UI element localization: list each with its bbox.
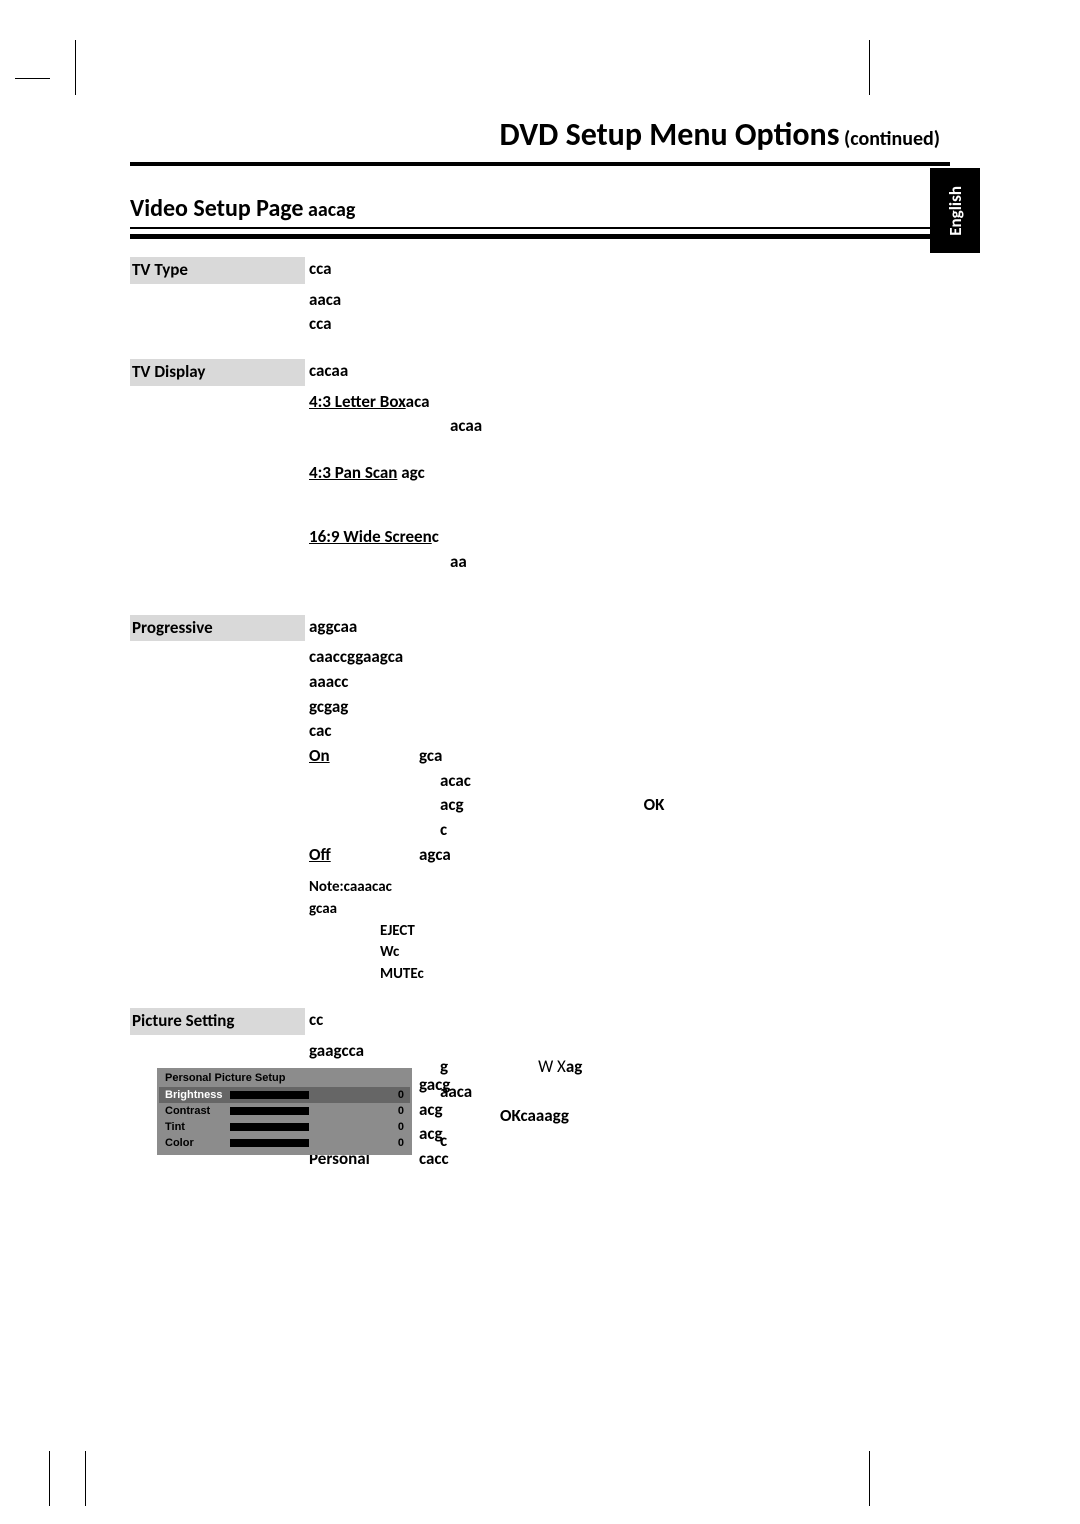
eject-sym: Wc bbox=[130, 942, 950, 964]
text: ag bbox=[566, 1056, 582, 1077]
setting-row-progressive: Progressive aggcaa bbox=[130, 615, 950, 642]
setting-value: gcgag bbox=[130, 695, 950, 720]
option-tail: agc bbox=[397, 462, 424, 483]
eject-label: EJECT bbox=[380, 922, 415, 940]
setting-value: aggcaa bbox=[305, 615, 950, 640]
ok-text: OK bbox=[500, 1105, 520, 1126]
setting-value: aaca bbox=[130, 288, 950, 313]
slider-row-contrast[interactable]: Contrast 0 bbox=[159, 1103, 410, 1119]
rule bbox=[130, 162, 950, 166]
option-pan-scan: 4:3 Pan Scan bbox=[309, 462, 397, 483]
setting-row-picture: Picture Setting cc bbox=[130, 1008, 950, 1035]
slider-row-color[interactable]: Color 0 bbox=[159, 1135, 410, 1151]
slider-track bbox=[230, 1107, 388, 1115]
setting-label: TV Display bbox=[130, 359, 305, 386]
personal-picture-setup-box: Personal Picture Setup Brightness 0 Cont… bbox=[157, 1068, 412, 1155]
crop-mark bbox=[75, 40, 76, 95]
option-tail: aca bbox=[406, 391, 430, 412]
content-body: TV Type cca aaca cca TV Display cacaa 4:… bbox=[130, 257, 950, 1172]
slider-row-brightness[interactable]: Brightness 0 bbox=[159, 1087, 410, 1103]
setting-row-tv-display: TV Display cacaa bbox=[130, 359, 950, 386]
text: caaagg bbox=[520, 1105, 568, 1126]
eject-row: EJECT bbox=[130, 921, 950, 943]
note-text: gcaa bbox=[130, 899, 950, 921]
option-tail: gca bbox=[419, 745, 442, 766]
option-row: Offagca bbox=[130, 843, 950, 868]
option-tail: c bbox=[432, 526, 439, 547]
option-letter-box: 4:3 Letter Box bbox=[309, 391, 406, 412]
arrow-text: W X bbox=[538, 1056, 566, 1077]
box-title: Personal Picture Setup bbox=[159, 1070, 410, 1087]
mute-label: MUTE bbox=[380, 965, 417, 983]
slider-label: Color bbox=[165, 1137, 230, 1149]
setting-row-tv-type: TV Type cca bbox=[130, 257, 950, 284]
note-label: Note: bbox=[309, 878, 344, 896]
note-text: caaacac bbox=[344, 878, 392, 896]
page-content: DVD Setup Menu Options (continued) Video… bbox=[130, 115, 950, 1172]
option-tail: c bbox=[130, 818, 950, 843]
option-row: Ongca bbox=[130, 744, 950, 769]
section-title: Video Setup Page aacag bbox=[130, 194, 355, 223]
slider-value: 0 bbox=[388, 1105, 404, 1117]
section-heading: Video Setup Page aacag bbox=[130, 194, 950, 239]
ok-text: OK bbox=[644, 794, 665, 815]
setting-value: cc bbox=[305, 1008, 950, 1033]
option-tail: acac bbox=[130, 769, 950, 794]
text: c bbox=[440, 1129, 582, 1154]
title-text: DVD Setup Menu Options bbox=[500, 115, 840, 154]
text: g bbox=[440, 1056, 448, 1077]
page-title: DVD Setup Menu Options (continued) bbox=[130, 115, 950, 154]
slider-track bbox=[230, 1091, 388, 1099]
slider-label: Contrast bbox=[165, 1105, 230, 1117]
slider-fill bbox=[230, 1139, 309, 1147]
option-tail: aa bbox=[130, 550, 950, 575]
setting-value: cac bbox=[130, 719, 950, 744]
setting-label: Picture Setting bbox=[130, 1008, 305, 1035]
option-tail: acaa bbox=[130, 414, 950, 439]
setting-value: cacaa bbox=[305, 359, 950, 384]
slider-label: Tint bbox=[165, 1121, 230, 1133]
slider-value: 0 bbox=[388, 1089, 404, 1101]
crop-mark bbox=[869, 1451, 870, 1506]
section-suffix: aacag bbox=[304, 198, 356, 222]
slider-label: Brightness bbox=[165, 1089, 230, 1101]
crop-mark bbox=[49, 1451, 50, 1506]
slider-row-tint[interactable]: Tint 0 bbox=[159, 1119, 410, 1135]
mute-row: MUTEc bbox=[130, 964, 950, 986]
setting-value: aaacc bbox=[130, 670, 950, 695]
text: acg bbox=[440, 794, 464, 815]
slider-fill bbox=[230, 1123, 309, 1131]
slider-value: 0 bbox=[388, 1137, 404, 1149]
box-right-text: g W Xag aaca OKcaaagg c bbox=[440, 1055, 582, 1154]
option-row: 16:9 Wide Screenc bbox=[130, 525, 950, 550]
option-off: Off bbox=[309, 843, 419, 868]
slider-fill bbox=[230, 1091, 309, 1099]
option-wide-screen: 16:9 Wide Screen bbox=[309, 526, 432, 547]
slider-track bbox=[230, 1139, 388, 1147]
text: aaca bbox=[440, 1080, 582, 1105]
setting-value: cca bbox=[130, 312, 950, 337]
setting-label: TV Type bbox=[130, 257, 305, 284]
setting-label: Progressive bbox=[130, 615, 305, 642]
title-continued: (continued) bbox=[839, 127, 940, 151]
crop-mark bbox=[15, 78, 50, 79]
slider-fill bbox=[230, 1107, 309, 1115]
option-tail: agca bbox=[419, 844, 451, 865]
slider-value: 0 bbox=[388, 1121, 404, 1133]
slider-track bbox=[230, 1123, 388, 1131]
crop-mark bbox=[85, 1451, 86, 1506]
mute-tail: c bbox=[417, 965, 423, 983]
option-tail: acg OK bbox=[130, 793, 950, 818]
setting-value: cca bbox=[305, 257, 950, 282]
option-row: 4:3 Letter Boxaca bbox=[130, 390, 950, 415]
section-title-text: Video Setup Page bbox=[130, 194, 304, 223]
setting-value: caaccggaagca bbox=[130, 645, 950, 670]
crop-mark bbox=[869, 40, 870, 95]
option-row: 4:3 Pan Scan agc bbox=[130, 461, 950, 486]
note-row: Note:caaacac bbox=[130, 877, 950, 899]
option-on: On bbox=[309, 744, 419, 769]
